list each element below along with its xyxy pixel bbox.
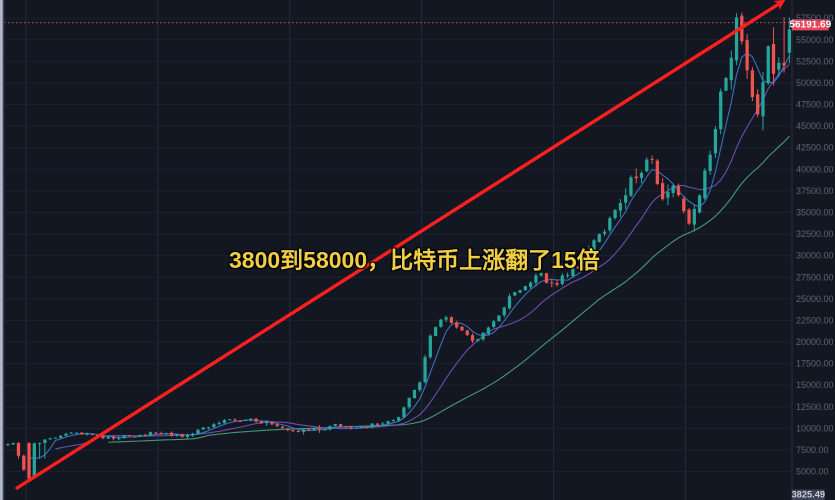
svg-text:42500.00: 42500.00 bbox=[796, 143, 834, 153]
svg-text:30000.00: 30000.00 bbox=[796, 251, 834, 261]
svg-text:17500.00: 17500.00 bbox=[796, 359, 834, 369]
svg-text:55000.00: 55000.00 bbox=[796, 35, 834, 45]
svg-text:3825.49: 3825.49 bbox=[791, 489, 825, 499]
svg-text:5000.00: 5000.00 bbox=[796, 467, 829, 477]
svg-text:47500.00: 47500.00 bbox=[796, 100, 834, 110]
svg-text:45000.00: 45000.00 bbox=[796, 121, 834, 131]
svg-text:40000.00: 40000.00 bbox=[796, 164, 834, 174]
svg-text:37500.00: 37500.00 bbox=[796, 186, 834, 196]
svg-text:35000.00: 35000.00 bbox=[796, 208, 834, 218]
svg-text:20000.00: 20000.00 bbox=[796, 337, 834, 347]
svg-text:27500.00: 27500.00 bbox=[796, 272, 834, 282]
svg-text:32500.00: 32500.00 bbox=[796, 229, 834, 239]
svg-text:12500.00: 12500.00 bbox=[796, 402, 834, 412]
svg-text:15000.00: 15000.00 bbox=[796, 380, 834, 390]
svg-text:25000.00: 25000.00 bbox=[796, 294, 834, 304]
svg-text:10000.00: 10000.00 bbox=[796, 423, 834, 433]
svg-text:52500.00: 52500.00 bbox=[796, 56, 834, 66]
svg-text:7500.00: 7500.00 bbox=[796, 445, 829, 455]
svg-text:50000.00: 50000.00 bbox=[796, 78, 834, 88]
svg-text:57500.00: 57500.00 bbox=[796, 13, 834, 23]
svg-text:22500.00: 22500.00 bbox=[796, 315, 834, 325]
